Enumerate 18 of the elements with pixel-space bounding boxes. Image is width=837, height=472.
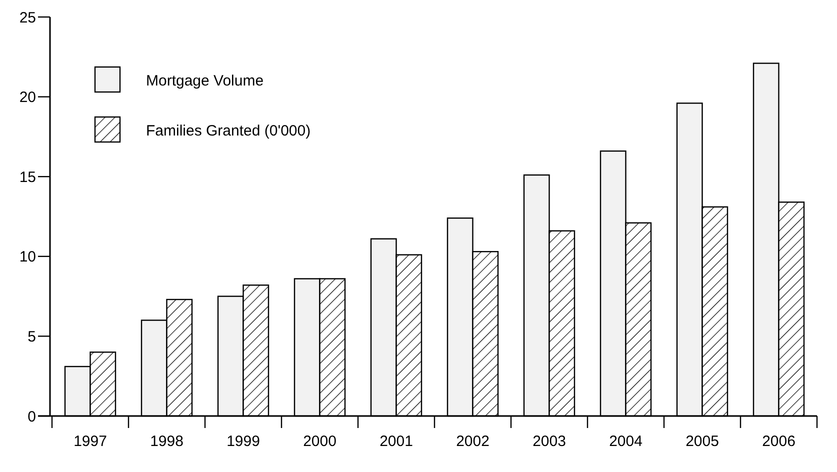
x-tick-label: 2001 xyxy=(380,433,413,450)
x-tick-label: 2005 xyxy=(686,433,719,450)
x-tick-label: 2006 xyxy=(762,433,796,450)
y-tick-label: 20 xyxy=(19,89,36,106)
x-tick-label: 1999 xyxy=(226,433,260,450)
x-tick-label: 1998 xyxy=(150,433,184,450)
y-tick-label: 15 xyxy=(19,168,36,186)
x-tick-label: 1997 xyxy=(74,433,107,450)
x-tick-label: 2003 xyxy=(532,433,566,450)
y-tick-label: 5 xyxy=(28,328,36,346)
y-tick-label: 10 xyxy=(19,248,36,266)
legend-label: Mortgage Volume xyxy=(146,72,264,90)
x-tick-label: 2004 xyxy=(609,433,642,450)
y-tick-label: 25 xyxy=(19,9,36,26)
x-tick-label: 2000 xyxy=(303,433,336,450)
x-tick-label: 2002 xyxy=(456,433,490,450)
legend-label: Families Granted (0'000) xyxy=(146,122,311,140)
y-tick-label: 0 xyxy=(28,408,36,426)
